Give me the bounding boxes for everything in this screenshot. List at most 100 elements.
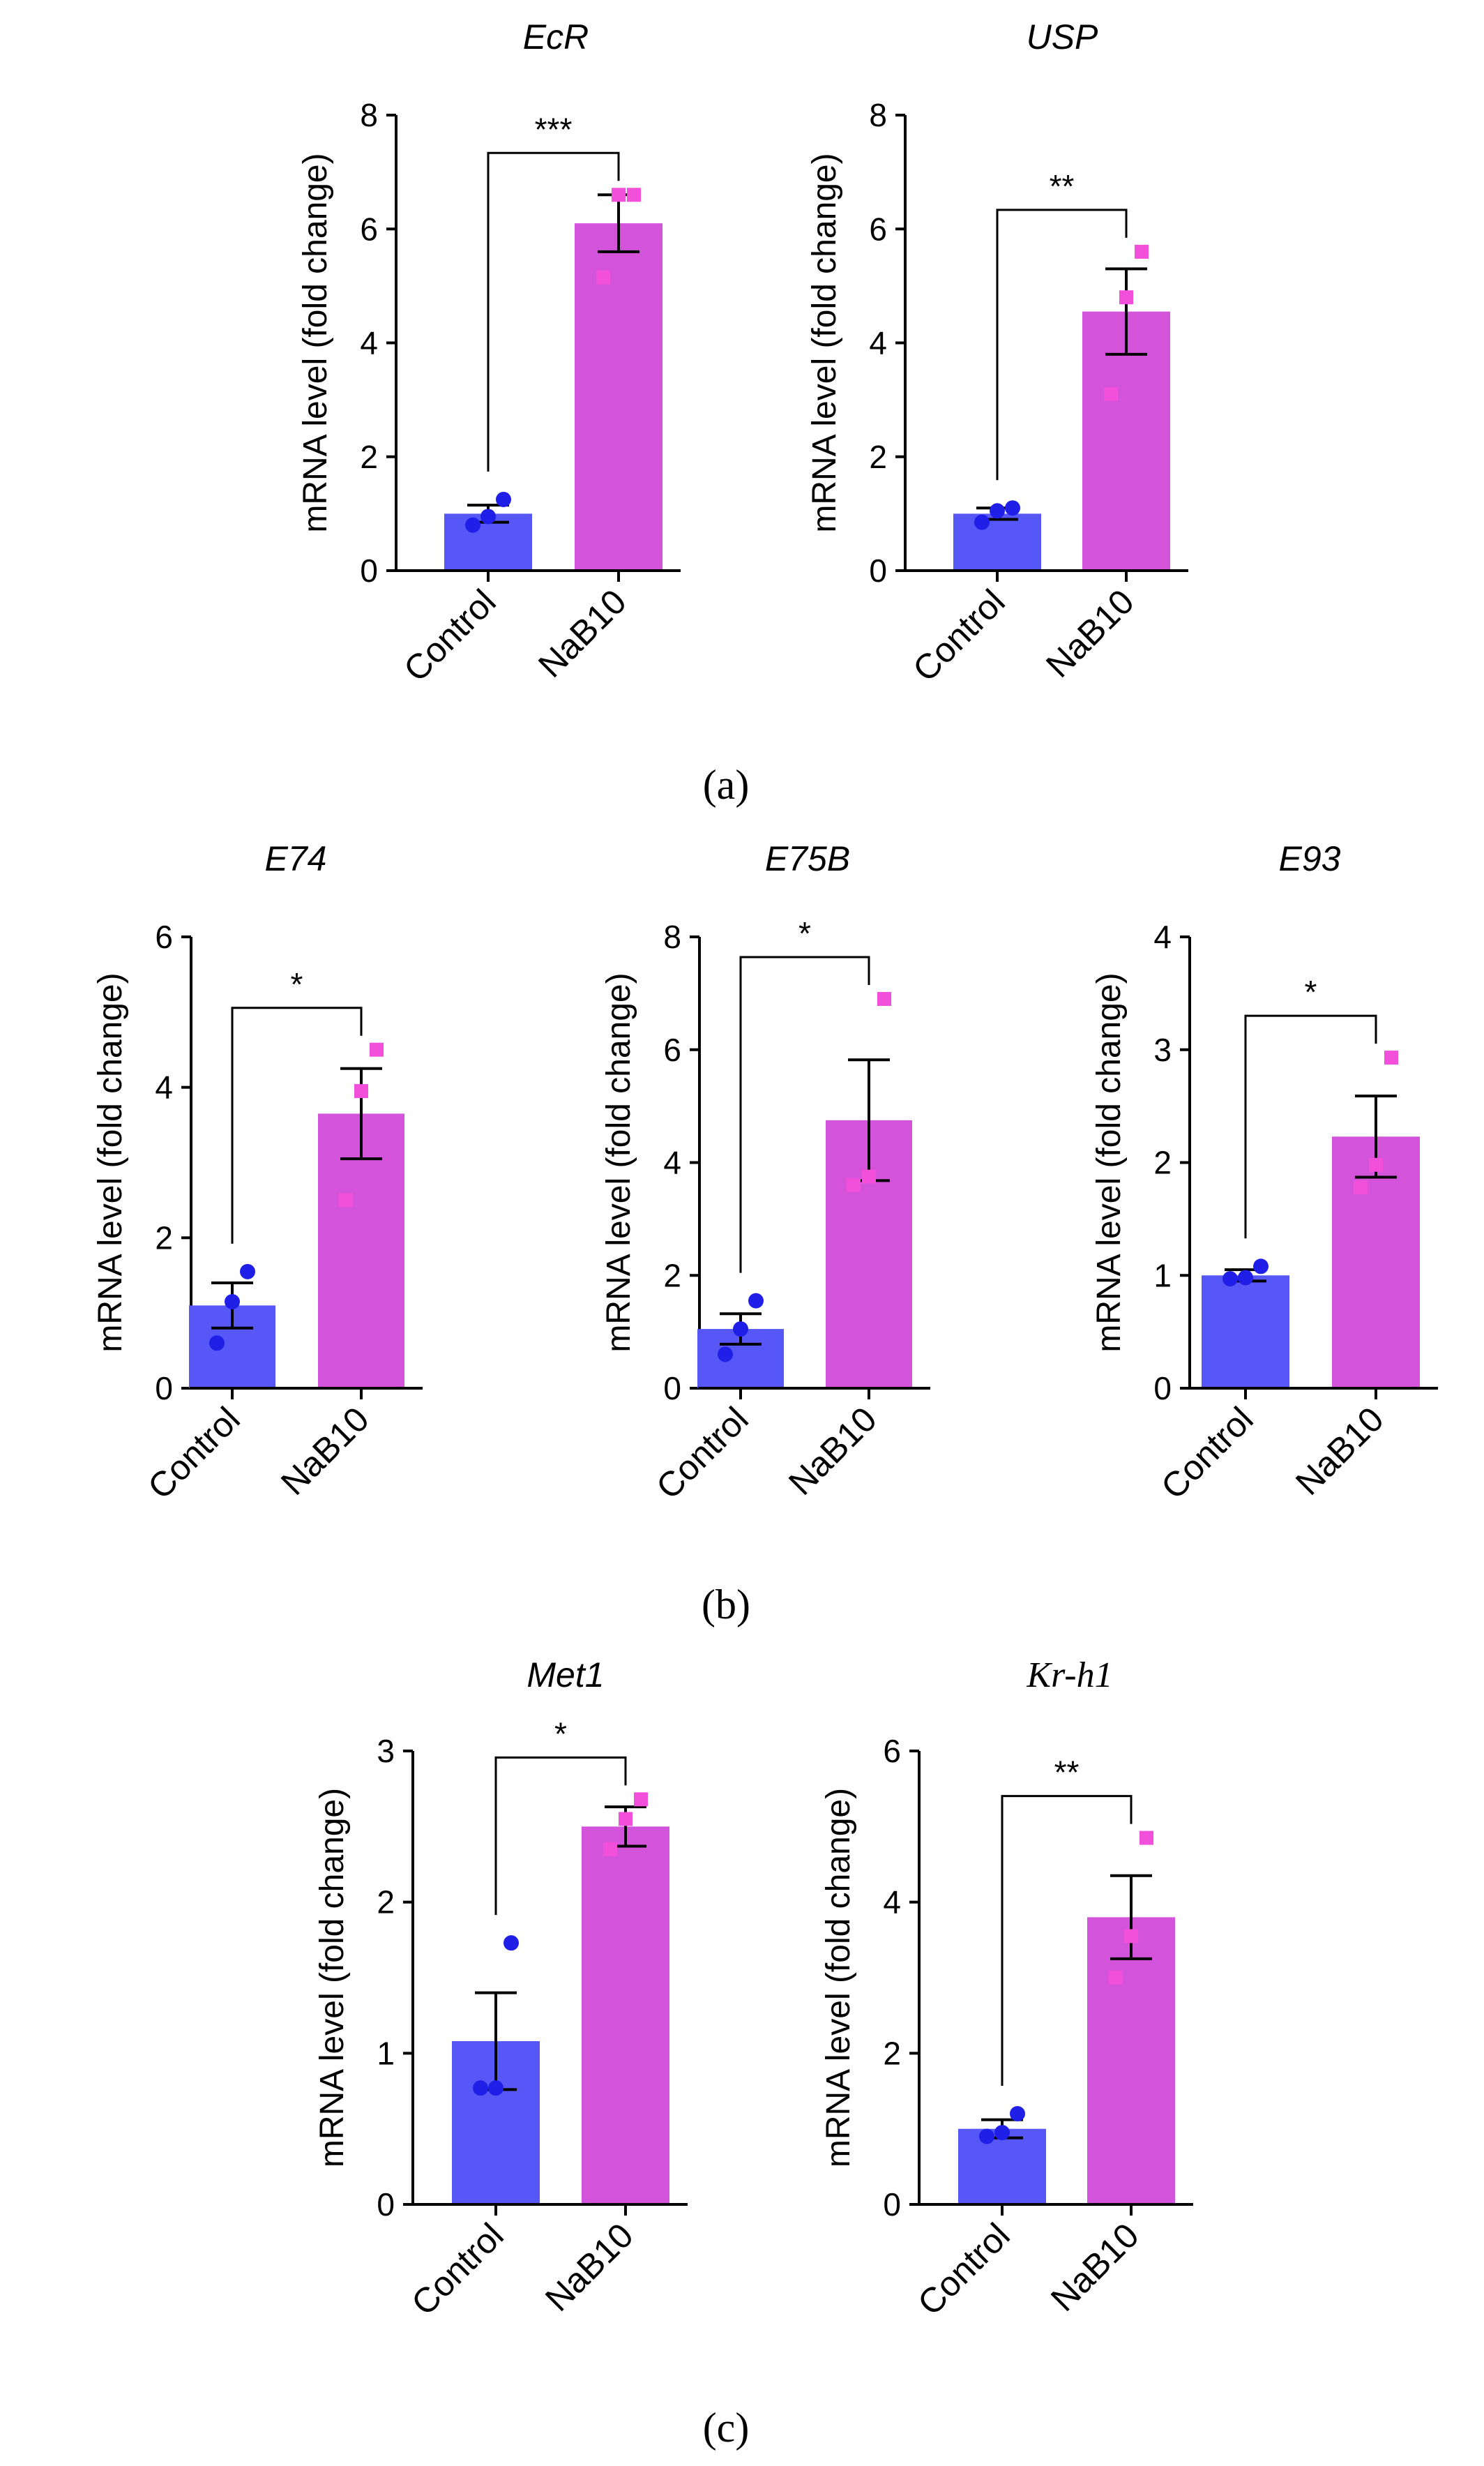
data-point bbox=[862, 1169, 876, 1184]
y-tick-label: 2 bbox=[1153, 1145, 1172, 1181]
data-point bbox=[1384, 1051, 1398, 1065]
bar-control bbox=[958, 2128, 1046, 2204]
data-point bbox=[496, 491, 511, 507]
panel-label-c: (c) bbox=[703, 2405, 750, 2451]
y-axis-label: mRNA level (fold change) bbox=[297, 153, 334, 532]
data-point bbox=[748, 1293, 764, 1309]
y-tick-label: 6 bbox=[883, 1733, 901, 1769]
y-tick-label: 4 bbox=[1153, 919, 1172, 955]
chart-4: E75B 0 2 4 6 8 mRNA level (fold change) Control… bbox=[600, 839, 930, 1507]
data-point bbox=[596, 270, 610, 285]
y-tick-label: 1 bbox=[377, 2035, 395, 2071]
y-tick-label: 2 bbox=[377, 1884, 395, 1920]
y-tick-label: 8 bbox=[663, 919, 681, 955]
data-point bbox=[612, 188, 626, 202]
chart-title: USP bbox=[1027, 17, 1098, 57]
y-tick-label: 2 bbox=[155, 1219, 173, 1256]
data-point bbox=[994, 2125, 1010, 2141]
y-tick-label: 0 bbox=[663, 1370, 681, 1406]
data-point bbox=[339, 1193, 353, 1208]
data-point bbox=[1140, 1830, 1153, 1845]
y-tick-label: 6 bbox=[869, 211, 887, 247]
y-tick-label: 6 bbox=[360, 211, 378, 247]
data-point bbox=[354, 1084, 368, 1099]
significance-bracket bbox=[1001, 1795, 1133, 2086]
significance-bracket bbox=[1244, 1014, 1377, 1239]
y-axis-label: mRNA level (fold change) bbox=[314, 1788, 351, 2167]
data-point bbox=[733, 1321, 748, 1337]
y-tick-label: 8 bbox=[360, 97, 378, 133]
y-axis-label: mRNA level (fold change) bbox=[600, 972, 637, 1352]
y-tick-label: 2 bbox=[869, 439, 887, 475]
y-tick-label: 8 bbox=[869, 97, 887, 133]
data-point bbox=[1124, 1929, 1138, 1944]
bar-control bbox=[953, 513, 1041, 571]
y-tick-label: 0 bbox=[869, 552, 887, 589]
y-tick-label: 1 bbox=[1153, 1257, 1172, 1293]
data-point bbox=[1253, 1258, 1269, 1275]
chart-5: E93 0 1 2 3 4 mRNA level (fold change) Control N… bbox=[1091, 839, 1438, 1507]
data-point bbox=[1005, 500, 1020, 516]
data-point bbox=[209, 1335, 225, 1351]
x-tick-label: Control bbox=[396, 582, 503, 689]
data-point bbox=[1354, 1180, 1368, 1195]
data-point bbox=[503, 1935, 519, 1951]
panel-label-a: (a) bbox=[703, 762, 750, 808]
data-point bbox=[370, 1042, 384, 1057]
y-tick-label: 4 bbox=[869, 325, 887, 361]
significance-label: * bbox=[291, 966, 303, 1002]
bar-nab10 bbox=[1087, 1917, 1175, 2204]
x-tick-label: Control bbox=[649, 1399, 756, 1507]
significance-bracket bbox=[494, 1756, 627, 1916]
x-tick-label: Control bbox=[404, 2216, 511, 2323]
data-point bbox=[1104, 386, 1118, 401]
y-tick-label: 3 bbox=[377, 1733, 395, 1769]
bar-nab10 bbox=[582, 1826, 669, 2204]
data-point bbox=[877, 991, 891, 1006]
y-tick-label: 6 bbox=[663, 1032, 681, 1068]
data-point bbox=[603, 1842, 617, 1856]
chart-title: Met1 bbox=[527, 1655, 604, 1694]
chart-7: Kr-h1 0 2 4 6 mRNA level (fold change) Control… bbox=[820, 1655, 1193, 2323]
data-point bbox=[473, 2080, 488, 2096]
significance-bracket bbox=[996, 209, 1128, 481]
x-tick-label: Control bbox=[905, 582, 1013, 689]
data-point bbox=[1135, 244, 1149, 259]
bar-nab10 bbox=[575, 223, 662, 571]
x-tick-label: Control bbox=[1153, 1399, 1261, 1507]
chart-title: E75B bbox=[765, 839, 850, 878]
data-point bbox=[1010, 2106, 1025, 2121]
x-tick-label: Control bbox=[910, 2216, 1017, 2323]
bar-control bbox=[1202, 1275, 1289, 1388]
data-point bbox=[979, 2128, 994, 2144]
y-tick-label: 4 bbox=[883, 1884, 901, 1920]
x-tick-label: NaB10 bbox=[1043, 2216, 1146, 2319]
y-axis-label: mRNA level (fold change) bbox=[92, 972, 129, 1352]
x-tick-label: NaB10 bbox=[531, 582, 634, 685]
x-tick-label: NaB10 bbox=[538, 2216, 641, 2319]
panel-label-b: (b) bbox=[702, 1581, 750, 1627]
data-point bbox=[1222, 1271, 1238, 1287]
y-tick-label: 3 bbox=[1153, 1032, 1172, 1068]
data-point bbox=[974, 514, 990, 530]
y-axis-label: mRNA level (fold change) bbox=[806, 153, 843, 532]
significance-label: * bbox=[554, 1715, 567, 1752]
significance-bracket bbox=[739, 956, 870, 1273]
data-point bbox=[990, 503, 1005, 519]
data-point bbox=[1369, 1157, 1383, 1172]
x-tick-label: NaB10 bbox=[1038, 582, 1142, 685]
x-tick-label: NaB10 bbox=[273, 1399, 377, 1503]
significance-bracket bbox=[487, 151, 620, 472]
x-tick-label: NaB10 bbox=[1288, 1399, 1391, 1503]
data-point bbox=[488, 2080, 503, 2096]
y-tick-label: 0 bbox=[377, 2186, 395, 2223]
significance-label: * bbox=[1305, 974, 1317, 1010]
data-point bbox=[619, 1812, 633, 1826]
significance-label: *** bbox=[535, 111, 573, 147]
data-point bbox=[718, 1346, 733, 1362]
chart-title: Kr-h1 bbox=[1026, 1655, 1112, 1695]
significance-label: ** bbox=[1050, 168, 1075, 204]
y-tick-label: 2 bbox=[883, 2035, 901, 2071]
